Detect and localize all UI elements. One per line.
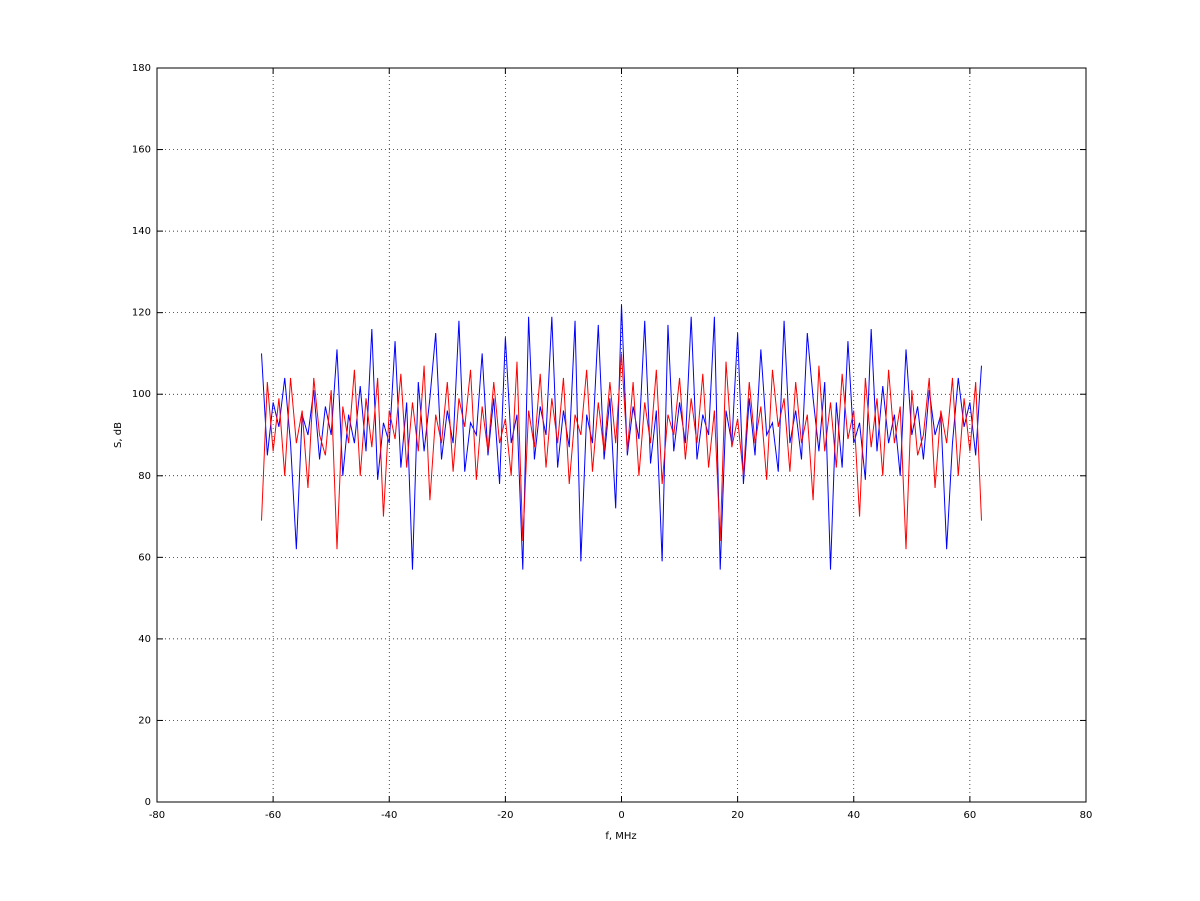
x-tick-label: -20	[497, 810, 513, 821]
y-axis-label: S, dB	[113, 422, 124, 448]
x-tick-label: -80	[149, 810, 165, 821]
y-tick-label: 40	[138, 634, 151, 645]
y-tick-label: 60	[138, 552, 151, 563]
y-tick-label: 140	[132, 226, 151, 237]
series-line	[261, 353, 982, 550]
x-tick-label: -60	[265, 810, 281, 821]
series-line	[261, 304, 982, 570]
y-tick-label: 180	[132, 63, 151, 74]
y-tick-label: 120	[132, 308, 151, 319]
x-tick-label: 20	[731, 810, 744, 821]
x-tick-label: 40	[847, 810, 860, 821]
y-tick-label: 160	[132, 145, 151, 156]
x-tick-label: 80	[1080, 810, 1093, 821]
y-tick-label: 100	[132, 389, 151, 400]
y-tick-label: 20	[138, 715, 151, 726]
x-axis-label: f, MHz	[605, 831, 636, 842]
y-tick-label: 80	[138, 471, 151, 482]
x-tick-label: -40	[381, 810, 397, 821]
x-tick-label: 0	[618, 810, 624, 821]
y-tick-label: 0	[145, 797, 151, 808]
plot-frame	[156, 67, 1087, 803]
x-tick-label: 60	[964, 810, 977, 821]
